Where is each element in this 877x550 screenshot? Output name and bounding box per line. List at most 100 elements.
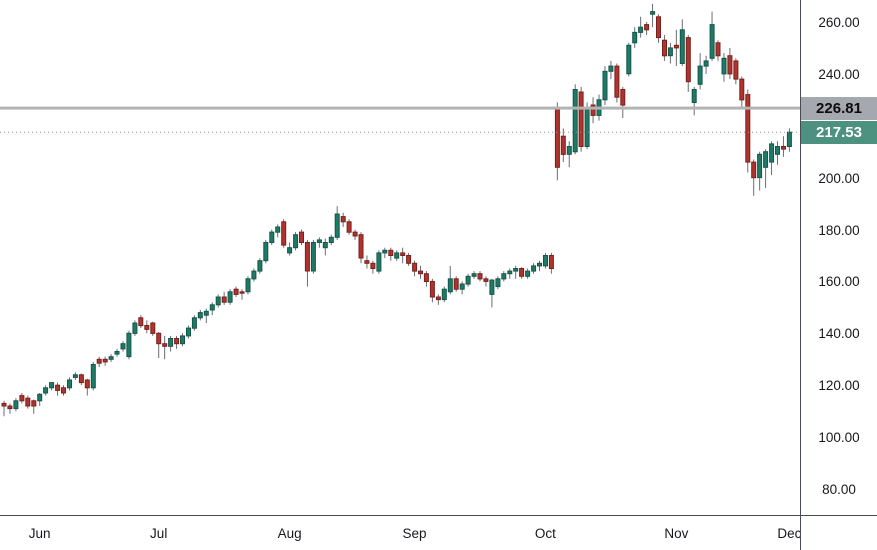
candle-up (114, 348, 120, 357)
candle-body (429, 280, 435, 298)
candle-body (293, 234, 299, 249)
last-price-badge: 217.53 (801, 120, 877, 144)
candle-body (263, 242, 269, 262)
candle-body (322, 242, 328, 249)
candle-up (525, 268, 531, 279)
price-tick-label: 240.00 (818, 66, 860, 82)
candle-body (233, 288, 239, 295)
candle-body (215, 296, 221, 306)
candle-down (590, 97, 596, 124)
candle-body (685, 37, 691, 83)
candle-up (769, 141, 775, 176)
candle-body (781, 146, 786, 150)
candle-down (7, 403, 13, 414)
candle-up (168, 335, 174, 352)
candle-up (126, 330, 132, 360)
candle-body (662, 39, 667, 57)
candle-up (495, 276, 501, 290)
candle-body (316, 239, 322, 243)
candle-body (751, 161, 757, 179)
candle-up (49, 382, 55, 391)
candle-body (257, 260, 263, 272)
candle-body (334, 213, 340, 238)
candle-up (293, 232, 299, 251)
candle-down (233, 286, 239, 297)
candle-body (55, 384, 61, 391)
candle-body (775, 146, 780, 155)
candle-down (406, 252, 412, 266)
candle-body (715, 42, 721, 57)
candle-body (394, 252, 400, 259)
candle-down (673, 29, 679, 67)
candle-up (638, 16, 644, 38)
candle-up (251, 268, 257, 282)
candle-up (197, 310, 203, 321)
candle-body (423, 273, 429, 283)
month-label[interactable]: Dec (777, 526, 800, 541)
candle-up (275, 224, 281, 238)
candle-down (281, 219, 287, 248)
candle-body (299, 231, 304, 244)
candle-down (239, 289, 245, 300)
candle-body (786, 131, 792, 147)
candle-down (102, 356, 108, 366)
candle-body (376, 252, 382, 272)
candle-body (507, 270, 513, 275)
month-label[interactable]: Jul (150, 526, 168, 541)
candle-body (739, 78, 745, 101)
candle-body (483, 278, 489, 282)
candle-down (656, 14, 661, 43)
candle-down (781, 136, 786, 157)
candle-up (709, 11, 715, 61)
candle-body (543, 255, 548, 267)
candle-up (572, 84, 578, 155)
candle-up (691, 86, 697, 116)
month-label[interactable]: Jun (28, 526, 51, 541)
candle-up (632, 27, 638, 48)
candle-body (602, 70, 608, 101)
candle-body (239, 291, 245, 294)
candle-up (90, 361, 96, 391)
candle-down (31, 399, 37, 414)
candle-body (477, 273, 483, 280)
price-tick-label: 100.00 (818, 430, 860, 446)
month-label[interactable]: Sep (402, 526, 427, 541)
candle-down (358, 232, 364, 264)
candle-body (388, 249, 394, 257)
candlestick-chart-pane[interactable] (0, 0, 800, 515)
candle-body (186, 327, 191, 337)
candle-body (644, 24, 650, 31)
candle-body (49, 382, 55, 389)
month-labels: Jun Jul Aug Sep Oct Nov Dec (0, 516, 800, 550)
time-axis-separator-line (0, 515, 877, 516)
candle-body (114, 351, 120, 355)
candle-body (209, 304, 215, 311)
candle-body (180, 335, 185, 345)
candle-up (459, 281, 465, 295)
candle-up (203, 308, 209, 323)
candle-down (221, 291, 227, 305)
candle-up (489, 278, 495, 308)
month-label[interactable]: Nov (664, 526, 689, 541)
candle-body (108, 356, 114, 360)
candle-body (25, 397, 31, 407)
candle-body (525, 270, 531, 277)
candle-body (769, 143, 775, 163)
candle-up (257, 258, 263, 274)
candle-up (394, 250, 400, 261)
price-axis[interactable]: 260.00 240.00 200.00 180.00 160.00 140.00 120.… (801, 0, 877, 515)
month-label[interactable]: Aug (277, 526, 302, 541)
candle-body (513, 268, 519, 272)
month-label[interactable]: Oct (534, 526, 556, 541)
horizontal-price-line[interactable] (0, 106, 800, 110)
candle-down (429, 278, 435, 303)
candle-up (608, 60, 614, 80)
candle-body (548, 255, 554, 269)
candle-down (418, 265, 423, 279)
candle-up (667, 42, 673, 64)
candle-up (287, 242, 293, 256)
time-axis[interactable]: Jun Jul Aug Sep Oct Nov Dec (0, 516, 877, 550)
candle-body (763, 151, 769, 168)
price-tick-label: 260.00 (818, 15, 860, 30)
